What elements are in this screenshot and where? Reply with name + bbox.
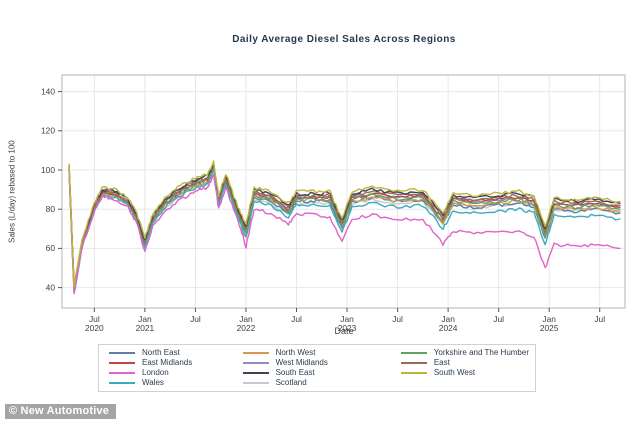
legend-label: Yorkshire and The Humber	[433, 348, 529, 357]
legend-swatch	[400, 352, 427, 354]
watermark: © New Automotive	[5, 404, 117, 419]
series-line-london	[68, 169, 621, 294]
x-tick-label: Jul	[291, 314, 302, 324]
x-tick-year: 2020	[85, 323, 104, 333]
y-axis-label: Sales (L/day) rebased to 100	[7, 140, 17, 244]
y-tick-label: 80	[46, 204, 56, 214]
legend-swatch	[242, 362, 269, 364]
legend-label: East	[433, 358, 450, 367]
legend-item: South East	[242, 368, 397, 378]
legend-label: London	[142, 368, 169, 377]
y-tick-label: 120	[41, 126, 55, 136]
legend-item: East	[400, 358, 529, 368]
legend-item: Scotland	[242, 378, 397, 388]
x-tick-year: 2024	[439, 323, 458, 333]
legend-label: North East	[142, 348, 180, 357]
x-tick-label: Jul	[594, 314, 605, 324]
series-line-south-east	[68, 162, 621, 288]
legend-label: Wales	[142, 378, 164, 387]
series-lines	[68, 160, 621, 295]
legend-label: East Midlands	[142, 358, 193, 367]
gridlines	[62, 75, 625, 308]
legend-item: East Midlands	[109, 358, 239, 368]
legend-item: North West	[242, 348, 397, 358]
x-tick-year: 2022	[237, 323, 256, 333]
legend-item: West Midlands	[242, 358, 397, 368]
x-tick-year: 2025	[540, 323, 559, 333]
series-line-south-west	[68, 160, 621, 288]
x-tick-label: Jan	[542, 314, 556, 324]
legend-label: West Midlands	[275, 358, 328, 367]
legend-swatch	[109, 382, 135, 384]
legend-label: North West	[275, 348, 316, 357]
legend-swatch	[400, 372, 427, 374]
x-tick-label: Jan	[239, 314, 253, 324]
legend: North East East Midlands London Wales North …	[98, 344, 536, 392]
legend-label: Scotland	[275, 378, 307, 387]
legend-swatch	[109, 352, 135, 354]
x-tick-label: Jul	[190, 314, 201, 324]
y-tick-label: 100	[41, 165, 55, 175]
legend-label: South East	[275, 368, 315, 377]
legend-swatch	[242, 382, 269, 384]
x-tick-year: 2023	[338, 323, 357, 333]
legend-item: London	[109, 368, 239, 378]
x-tick-year: 2021	[136, 323, 155, 333]
x-tick-label: Jul	[392, 314, 403, 324]
chart-title: Daily Average Diesel Sales Across Region…	[232, 34, 456, 45]
x-tick-label: Jan	[441, 314, 455, 324]
legend-item: North East	[109, 348, 239, 358]
legend-item: Yorkshire and The Humber	[400, 348, 529, 358]
y-tick-label: 40	[46, 282, 56, 292]
x-axis-label: Date	[334, 326, 354, 336]
y-tick-label: 60	[46, 243, 56, 253]
legend-swatch	[242, 372, 269, 374]
x-tick-label: Jul	[493, 314, 504, 324]
legend-swatch	[242, 352, 269, 354]
legend-item: South West	[400, 368, 529, 378]
x-tick-label: Jan	[138, 314, 152, 324]
y-axis-ticks: 40 60 80 100 120 140	[41, 86, 62, 292]
legend-swatch	[109, 372, 135, 374]
plot-border	[61, 74, 626, 309]
legend-item: Wales	[109, 378, 239, 388]
legend-label: South West	[433, 368, 476, 377]
x-tick-label: Jul	[89, 314, 100, 324]
y-tick-label: 140	[41, 86, 55, 96]
legend-swatch	[400, 362, 427, 364]
x-tick-label: Jan	[340, 314, 354, 324]
legend-swatch	[109, 362, 135, 364]
